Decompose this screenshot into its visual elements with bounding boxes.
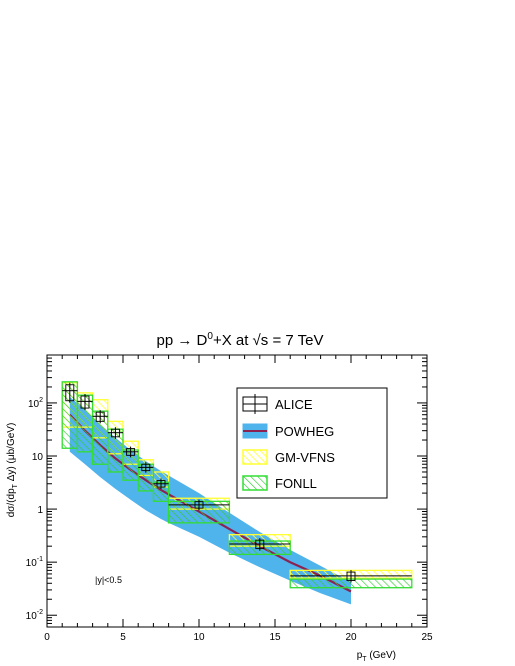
legend: ALICE POWHEG GM-VFNS FONLL — [236, 387, 388, 499]
legend-swatch-gmvfns — [242, 449, 268, 465]
alice-point-0 — [62, 382, 78, 403]
y-tick-label: 10-1 — [26, 556, 43, 569]
y-tick-label: 1 — [37, 505, 43, 516]
legend-entry-powheg: POWHEG — [242, 423, 334, 439]
legend-swatch-fonll — [242, 475, 268, 491]
legend-entry-gmvfns: GM-VFNS — [242, 449, 335, 465]
chart-title: pp → D0+X at √s = 7 TeV — [157, 331, 324, 349]
alice-point-9 — [290, 570, 412, 583]
plot-frame — [46, 354, 428, 628]
x-tick-label: 20 — [345, 632, 357, 643]
x-axis-label: pT (GeV) — [357, 650, 396, 663]
x-tick-label: 10 — [193, 632, 205, 643]
legend-entry-alice: ALICE — [242, 394, 313, 414]
alice-point-7 — [168, 499, 230, 511]
y-axis-label: dσ/(dpT Δy) (μb/GeV) — [6, 423, 19, 518]
alice-point-6 — [153, 478, 169, 490]
rapidity-annotation: |y|<0.5 — [95, 575, 122, 585]
alice-series — [62, 382, 412, 583]
y-axis: 10-2 10-1 1 10 102 — [26, 354, 427, 628]
x-axis: 0 5 10 15 20 25 — [44, 355, 433, 643]
legend-label-gmvfns: GM-VFNS — [275, 450, 335, 465]
x-tick-label: 25 — [421, 632, 433, 643]
x-tick-label: 15 — [269, 632, 281, 643]
x-tick-label: 0 — [44, 632, 50, 643]
alice-point-8 — [229, 538, 291, 551]
alice-point-4 — [123, 446, 139, 458]
alice-point-1 — [77, 394, 93, 411]
y-tick-label: 10-2 — [26, 609, 43, 622]
legend-label-powheg: POWHEG — [275, 424, 334, 439]
alice-point-2 — [92, 410, 108, 424]
legend-entry-fonll: FONLL — [242, 475, 317, 491]
alice-point-3 — [107, 427, 123, 439]
x-tick-label: 5 — [120, 632, 126, 643]
legend-label-fonll: FONLL — [275, 476, 317, 491]
alice-point-5 — [138, 462, 154, 473]
y-tick-label: 10 — [32, 452, 44, 463]
y-tick-label: 102 — [28, 397, 43, 410]
legend-label-alice: ALICE — [275, 397, 313, 412]
